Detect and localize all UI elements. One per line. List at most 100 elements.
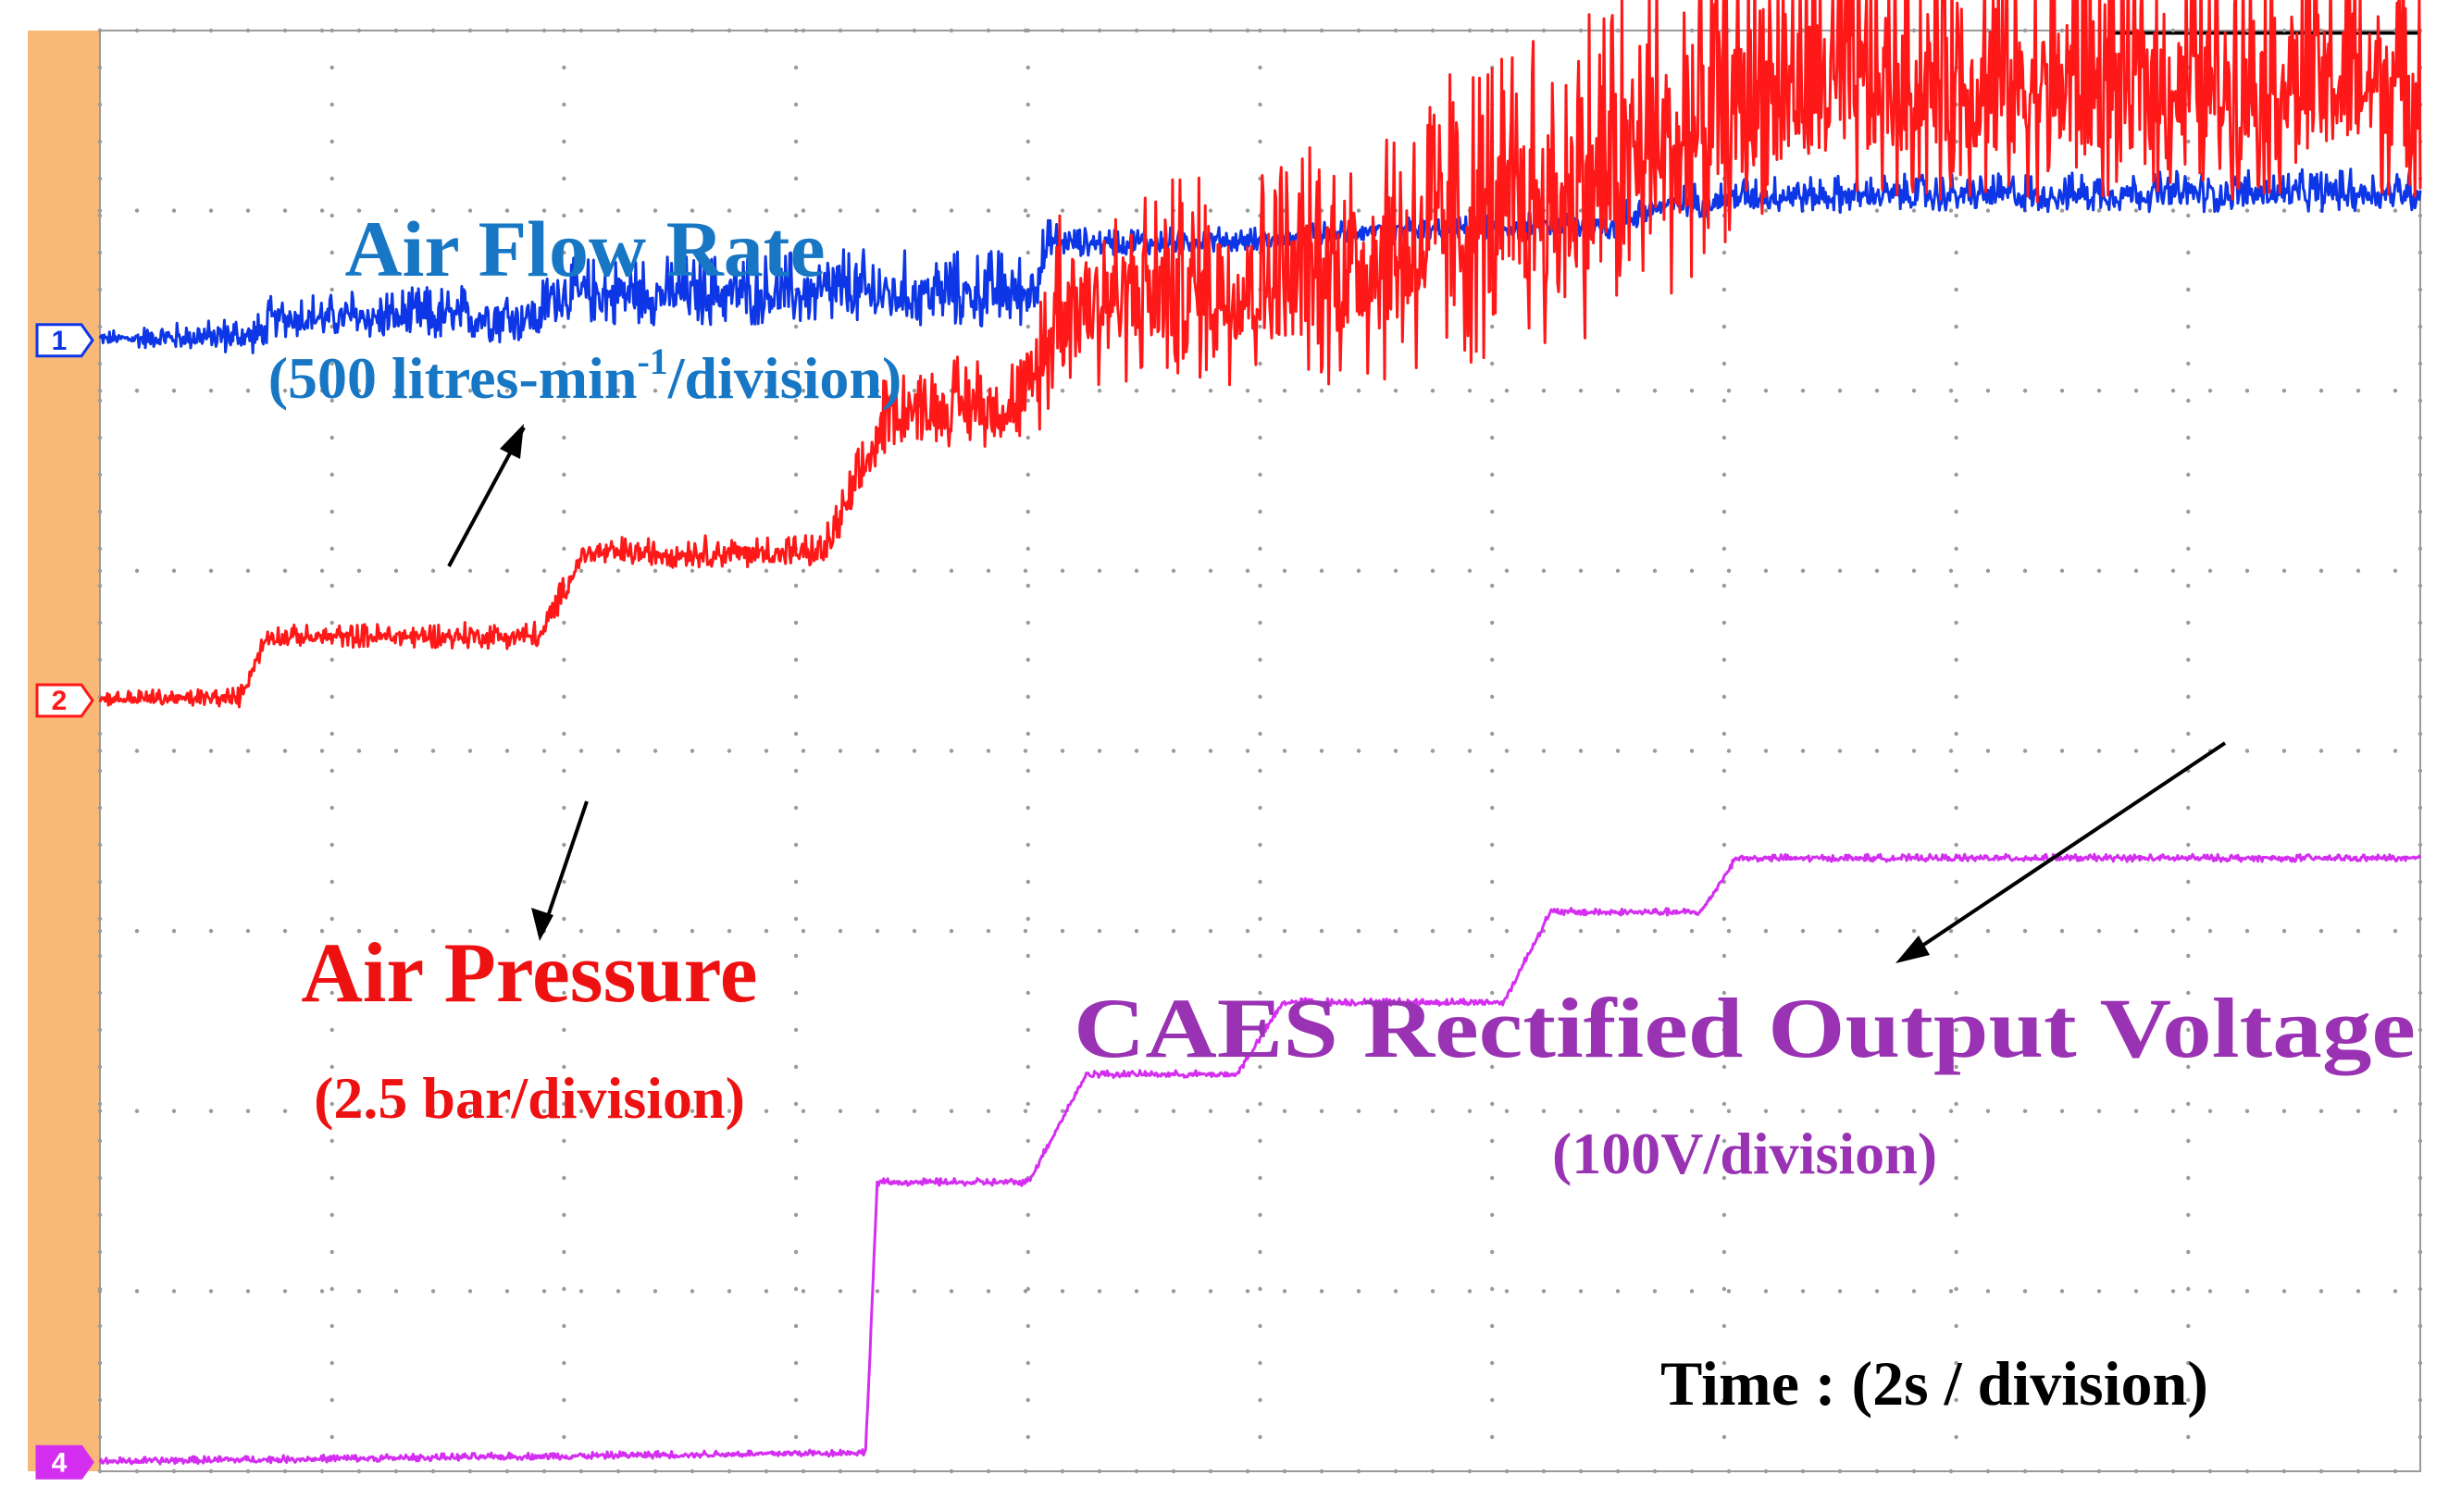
ch4-trace [98, 852, 2422, 1466]
grid-dot [793, 361, 799, 366]
grid-dot [764, 1289, 769, 1294]
grid-dot [562, 953, 566, 959]
grid-dot [793, 1360, 799, 1366]
grid-dot [1721, 1360, 1727, 1366]
grid-dot [1171, 749, 1176, 753]
grid-dot [1490, 509, 1495, 514]
grid-dot [329, 1434, 334, 1440]
grid-dot [1615, 568, 1621, 574]
grid-dot [562, 435, 566, 440]
grid-dot [2133, 1109, 2139, 1113]
grid-dot [793, 1434, 799, 1440]
grid-dot [793, 1138, 799, 1144]
grid-dot [1954, 1138, 1958, 1144]
grid-dot [1954, 805, 1958, 811]
grid-dot [1282, 749, 1287, 753]
grid-dot [2244, 1109, 2250, 1113]
grid-dot [1985, 928, 1991, 934]
grid-dot [1721, 583, 1727, 589]
grid-dot [1258, 879, 1262, 885]
caes-voltage-scale: (100V/division) [1552, 1121, 1937, 1186]
grid-dot [208, 208, 214, 213]
grid-dot [1171, 928, 1176, 934]
grid-dot [578, 1109, 584, 1113]
grid-dot [912, 389, 917, 393]
grid-dot [1721, 842, 1727, 848]
grid-dot [949, 749, 954, 753]
grid-dot [562, 1249, 566, 1255]
grid-dot [1721, 620, 1727, 626]
ch4-marker: 4 [35, 1444, 94, 1480]
grid-dot [562, 546, 566, 552]
grid-dot [2207, 1289, 2213, 1294]
grid-dot [329, 1027, 334, 1033]
grid-dot [1721, 250, 1727, 255]
grid-dot [329, 139, 334, 144]
grid-dot [615, 1109, 621, 1113]
grid-dot [1430, 1109, 1436, 1113]
grid-dot [2186, 472, 2191, 477]
grid-dot [1954, 1323, 1958, 1329]
grid-dot [1258, 1212, 1262, 1218]
grid-dot [1954, 953, 1958, 959]
grid-dot [1393, 749, 1398, 753]
grid-dot [1726, 1109, 1732, 1113]
grid-dot [1097, 928, 1102, 934]
grid-dot [1490, 583, 1495, 589]
grid-dot [2355, 749, 2361, 753]
grid-dot [1954, 768, 1958, 774]
grid-dot [949, 928, 954, 934]
grid-dot [171, 928, 177, 934]
grid-dot [319, 749, 325, 753]
grid-dot [1025, 472, 1031, 477]
grid-dot [329, 1397, 334, 1403]
grid-dot [562, 657, 566, 663]
grid-dot [1258, 509, 1262, 514]
grid-dot [329, 176, 334, 181]
grid-dot [1282, 568, 1287, 574]
grid-dot [2170, 1289, 2176, 1294]
grid-dot [1060, 1289, 1065, 1294]
grid-dot [2186, 176, 2191, 181]
grid-dot [986, 1109, 991, 1113]
grid-dot [1954, 657, 1958, 663]
grid-dot [1208, 568, 1213, 574]
grid-dot [1954, 250, 1958, 255]
grid-dot [1726, 389, 1732, 393]
grid-dot [1726, 1289, 1732, 1294]
grid-dot [1490, 1249, 1495, 1255]
grid-dot [1258, 1286, 1262, 1292]
grid-dot [801, 568, 806, 574]
grid-dot [1025, 1138, 1031, 1144]
grid-dot [1490, 1064, 1495, 1070]
grid-dot [1258, 1360, 1262, 1366]
grid-dot [1954, 842, 1958, 848]
grid-dot [1721, 1138, 1727, 1144]
grid-dot [1541, 568, 1547, 574]
grid-dot [2022, 749, 2028, 753]
grid-dot [2096, 928, 2102, 934]
grid-dot [329, 768, 334, 774]
grid-dot [467, 928, 473, 934]
grid-dot [1837, 389, 1843, 393]
grid-dot [1615, 749, 1621, 753]
grid-dot [393, 749, 399, 753]
grid-dot [1652, 928, 1658, 934]
grid-dot [2281, 1109, 2287, 1113]
grid-dot [727, 1289, 732, 1294]
grid-dot [1954, 1249, 1958, 1255]
grid-dot [329, 694, 334, 700]
grid-dot [1721, 805, 1727, 811]
grid-dot [245, 1109, 251, 1113]
grid-dot [793, 1064, 799, 1070]
grid-dot [1258, 916, 1262, 922]
grid-dot [2096, 1109, 2102, 1113]
grid-dot [764, 749, 769, 753]
grid-dot [1393, 928, 1398, 934]
grid-dot [245, 208, 251, 213]
grid-dot [1874, 928, 1880, 934]
grid-dot [541, 208, 547, 213]
grid-dot [1356, 389, 1361, 393]
grid-dot [1954, 472, 1958, 477]
